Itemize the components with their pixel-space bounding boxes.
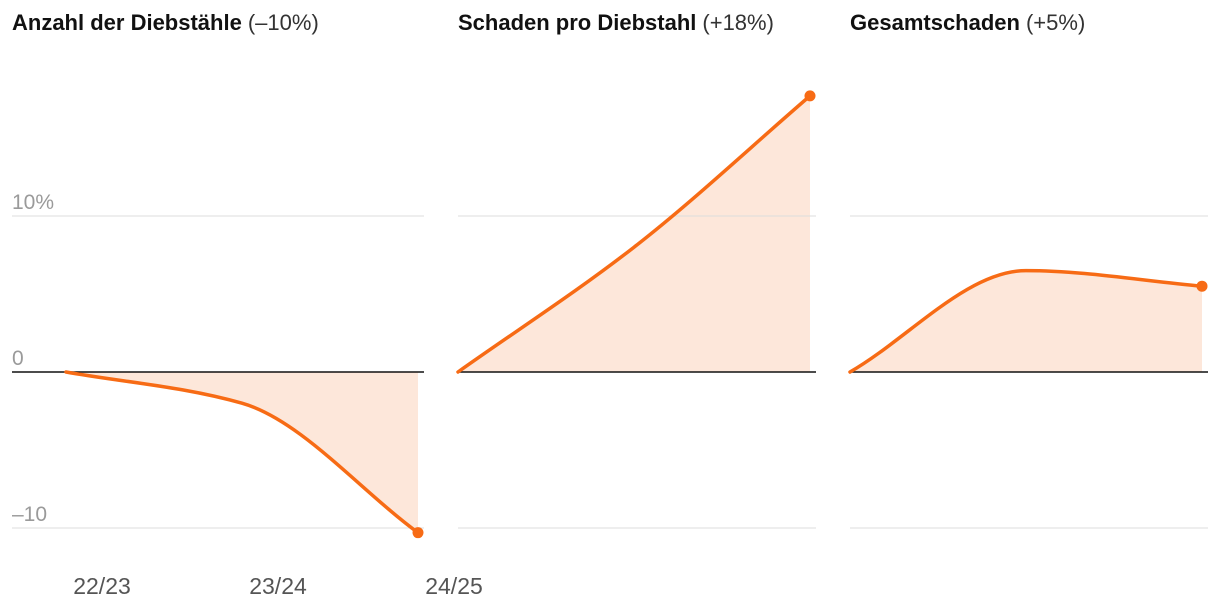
panel-title-text: Anzahl der Diebstähle	[12, 10, 242, 35]
series-line	[456, 94, 812, 374]
panel-change-label: (–10%)	[247, 10, 319, 35]
series-line	[848, 268, 1204, 374]
end-point-marker	[412, 527, 424, 539]
panel-title-text: Schaden pro Diebstahl	[458, 10, 697, 35]
x-tick-label: 22/23	[73, 573, 131, 599]
panel-title-total-damage: Gesamtschaden (+5%)	[850, 10, 1085, 36]
end-point-marker	[804, 90, 816, 102]
x-tick-label: 24/25	[425, 573, 483, 599]
y-tick-label: 10%	[12, 191, 54, 214]
panel-title-damage-per-theft: Schaden pro Diebstahl (+18%)	[458, 10, 774, 36]
y-tick-label: 0	[12, 347, 24, 370]
area-fill	[66, 372, 418, 533]
panel-title-text: Gesamtschaden	[850, 10, 1020, 35]
series-line	[64, 370, 420, 535]
end-point-marker	[1196, 280, 1208, 292]
area-fill	[458, 95, 810, 372]
panel-change-label: (+18%)	[702, 10, 774, 35]
y-tick-label: –10	[12, 503, 47, 526]
area-fill	[850, 270, 1202, 372]
panel-title-theft-count: Anzahl der Diebstähle (–10%)	[12, 10, 319, 36]
panel-change-label: (+5%)	[1025, 10, 1086, 35]
x-tick-label: 23/24	[249, 573, 307, 599]
